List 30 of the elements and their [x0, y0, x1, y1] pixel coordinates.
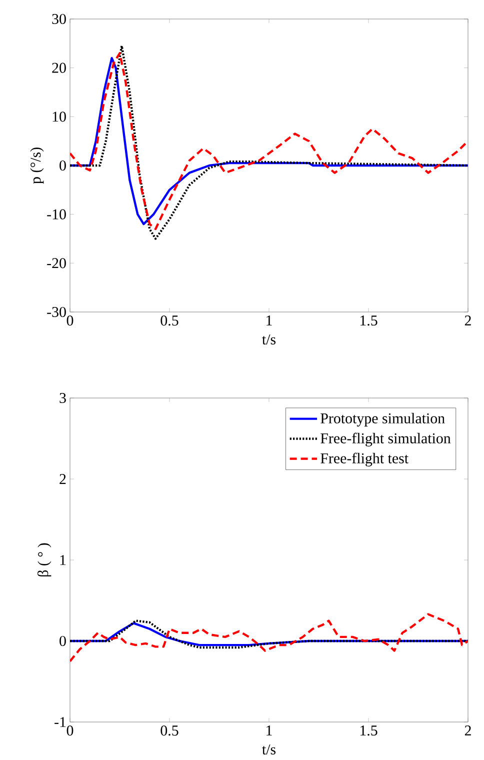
- x-tick-label: 1.5: [360, 316, 378, 326]
- y-tick-label: 0: [60, 160, 66, 171]
- y-tick-label: 2: [60, 474, 66, 484]
- x-tick-label: 2: [464, 726, 471, 736]
- x-tick-label: 0: [66, 726, 74, 736]
- y-tick-label: 10: [52, 112, 66, 122]
- y-tick-label: 20: [52, 62, 66, 73]
- y-tick-label: 30: [52, 14, 66, 24]
- y-tick-label: -20: [47, 258, 66, 268]
- x-tick-label: 1: [266, 726, 272, 736]
- x-tick-label: 2: [464, 316, 471, 326]
- y-axis-title: p (°/s): [30, 148, 44, 184]
- y-tick-label: -10: [47, 209, 66, 220]
- y-tick-label: 3: [60, 392, 66, 404]
- x-axis-title: t/s: [262, 744, 276, 754]
- x-tick-label: 0: [66, 316, 74, 326]
- y-tick-label: -30: [47, 306, 66, 318]
- x-tick-label: 0.5: [160, 316, 178, 326]
- y-tick-label: 1: [60, 555, 66, 565]
- y-tick-label: -1: [54, 717, 66, 727]
- line-series: [70, 613, 468, 662]
- legend-label: Prototype simulation: [320, 412, 445, 426]
- x-tick-label: 0.5: [160, 726, 178, 736]
- legend-label: Free-flight simulation: [320, 432, 451, 446]
- x-tick-label: 1: [266, 316, 272, 326]
- x-tick-label: 1.5: [360, 726, 378, 736]
- y-tick-label: 0: [60, 636, 66, 646]
- x-axis-title: t/s: [262, 334, 276, 344]
- y-axis-title: β ( ° ): [37, 543, 52, 576]
- legend-label: Free-flight test: [320, 452, 408, 466]
